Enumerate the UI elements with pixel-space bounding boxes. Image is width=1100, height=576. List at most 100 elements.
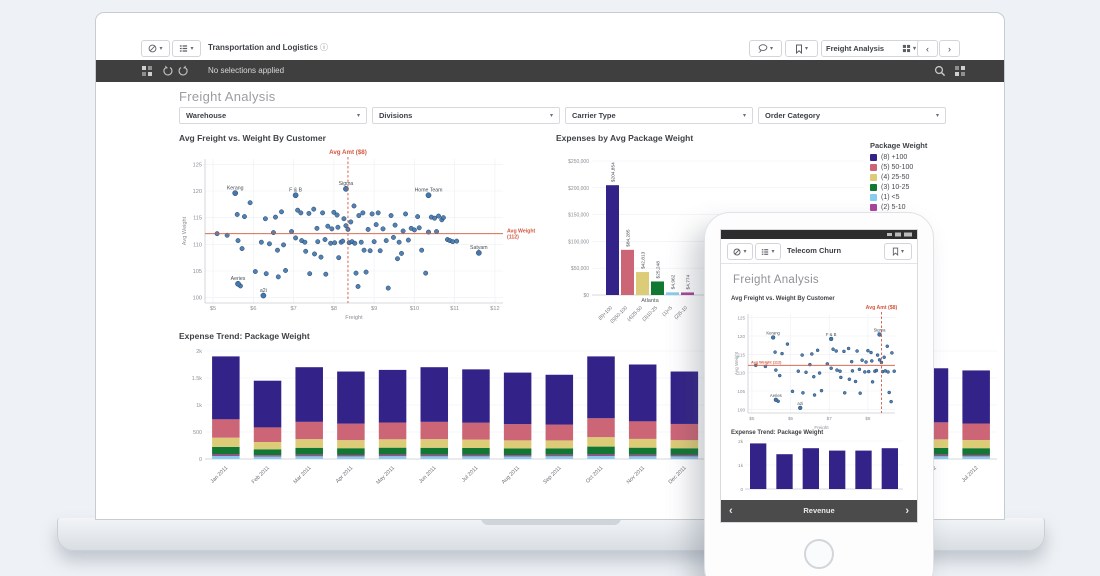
svg-text:125: 125 <box>193 162 202 168</box>
svg-text:$0: $0 <box>583 293 589 299</box>
legend-color-chip <box>870 194 877 201</box>
filter-warehouse[interactable]: Warehouse ▾ <box>179 107 367 124</box>
global-menu-button[interactable]: ▾ <box>141 40 170 57</box>
svg-text:100: 100 <box>737 407 745 412</box>
svg-text:$9: $9 <box>371 306 377 312</box>
legend-label: (8) +100 <box>881 154 908 161</box>
svg-text:(3)10-25: (3)10-25 <box>641 305 659 323</box>
svg-text:0: 0 <box>740 487 743 492</box>
app-title: Transportation and Logistics ⓘ <box>208 42 328 53</box>
svg-text:Aug 2011: Aug 2011 <box>501 465 521 485</box>
svg-text:0: 0 <box>199 457 202 463</box>
caret-icon: ▾ <box>935 112 939 119</box>
scatter-chart[interactable]: Avg Freight vs. Weight By Customer $5 $6 $… <box>179 133 541 334</box>
svg-text:1.5k: 1.5k <box>192 376 202 382</box>
svg-text:$10: $10 <box>410 306 419 312</box>
svg-text:Sigma: Sigma <box>874 328 887 333</box>
info-icon[interactable]: ⓘ <box>320 43 329 52</box>
circle-slash-icon <box>149 44 157 53</box>
legend-color-chip <box>870 164 877 171</box>
phone-screen: ▾ ▾ Telecom Churn ▾ Freight Analysis Avg… <box>720 229 918 523</box>
svg-text:105: 105 <box>193 269 202 275</box>
svg-text:Home Team: Home Team <box>415 188 443 194</box>
legend-color-chip <box>870 154 877 161</box>
thought-bubble-icon <box>758 44 768 53</box>
caret-icon: ▾ <box>742 112 746 119</box>
svg-text:Avg Weight (112): Avg Weight (112) <box>751 360 782 364</box>
phone-toolbar: ▾ ▾ Telecom Churn ▾ <box>721 239 917 264</box>
legend-item[interactable]: (4) 25-50 <box>870 174 956 181</box>
svg-text:125: 125 <box>737 316 745 321</box>
bookmark-icon <box>795 44 802 54</box>
scatter-plot[interactable]: $5 $6 $7 $8 $9 $10 $11 $12 100 105 110 115 120 125 Fre… <box>179 145 541 329</box>
previous-sheet-button[interactable]: ‹ <box>917 40 938 57</box>
scatter-plot[interactable]: $5 $6 $7 $8 100 105 110 115 120 125 Freight Avg Wei… <box>731 303 907 430</box>
caret-icon: ▾ <box>356 112 360 119</box>
stories-button[interactable]: ▾ <box>749 40 782 57</box>
phone-bookmarks-button[interactable]: ▾ <box>884 243 912 260</box>
svg-text:$25,248: $25,248 <box>656 261 662 279</box>
filter-divisions[interactable]: Divisions ▾ <box>372 107 560 124</box>
sheet-selector[interactable]: Freight Analysis ▾ <box>821 40 921 57</box>
svg-text:Nov 2011: Nov 2011 <box>626 465 646 485</box>
phone-expense-trend-chart[interactable]: Expense Trend: Package Weight 0 1k 2k <box>731 430 909 500</box>
svg-text:120: 120 <box>193 189 202 195</box>
next-sheet-button[interactable]: › <box>939 40 960 57</box>
svg-text:$84,285: $84,285 <box>626 229 632 247</box>
legend-item[interactable]: (8) +100 <box>870 154 956 161</box>
filter-carrier-type[interactable]: Carrier Type ▾ <box>565 107 753 124</box>
svg-text:Kerang: Kerang <box>227 185 244 191</box>
sheet-title: Freight Analysis <box>179 89 276 104</box>
phone-sheet-list-button[interactable]: ▾ <box>755 243 781 260</box>
filter-order-category[interactable]: Order Category ▾ <box>758 107 946 124</box>
svg-text:Sigma: Sigma <box>339 181 354 187</box>
svg-text:F & B: F & B <box>826 332 837 337</box>
bar-plot[interactable]: 0 1k 2k <box>731 437 907 495</box>
selections-tool-icon[interactable] <box>141 65 153 77</box>
phone-next-sheet-button[interactable]: › <box>905 505 909 517</box>
selections-bar: No selections applied <box>96 60 1004 82</box>
svg-text:120: 120 <box>737 334 745 339</box>
svg-text:Satyam: Satyam <box>470 245 488 251</box>
svg-text:F & B: F & B <box>289 188 303 194</box>
app-title-text: Transportation and Logistics <box>208 43 318 52</box>
phone-home-button[interactable] <box>804 539 834 569</box>
svg-text:$7: $7 <box>827 416 833 421</box>
svg-text:110: 110 <box>738 371 746 376</box>
svg-text:Atlanta: Atlanta <box>641 298 659 304</box>
svg-text:105: 105 <box>737 389 745 394</box>
legend-item[interactable]: (3) 10-25 <box>870 184 956 191</box>
bookmarks-button[interactable]: ▾ <box>785 40 818 57</box>
svg-text:Jun 2011: Jun 2011 <box>418 465 438 485</box>
legend-item[interactable]: (5) 50-100 <box>870 164 956 171</box>
phone-prev-sheet-button[interactable]: ‹ <box>729 505 733 517</box>
legend-item[interactable]: (1) <5 <box>870 194 956 201</box>
phone-sheet-nav: ‹ Revenue › <box>721 500 917 522</box>
current-selections-icon[interactable] <box>954 65 966 77</box>
svg-text:Aeries: Aeries <box>770 393 782 398</box>
sheet-list-button[interactable]: ▾ <box>172 40 201 57</box>
phone-global-menu-button[interactable]: ▾ <box>727 243 753 260</box>
bookmark-icon <box>892 247 899 256</box>
filter-label: Divisions <box>379 111 413 120</box>
phone-app-title: Telecom Churn <box>787 246 842 255</box>
svg-text:$42,813: $42,813 <box>641 251 647 269</box>
phone-scatter-chart[interactable]: Avg Freight vs. Weight By Customer $5 $6 $… <box>731 296 909 434</box>
svg-text:$11: $11 <box>450 306 459 312</box>
package-weight-legend[interactable]: Package Weight (8) +100 (5) 50-100 (4) 25-5… <box>870 141 956 214</box>
step-forward-icon[interactable] <box>178 65 189 77</box>
svg-text:$4,962: $4,962 <box>671 274 677 289</box>
svg-text:a2i: a2i <box>260 288 267 294</box>
svg-text:Feb 2011: Feb 2011 <box>251 465 271 485</box>
smart-search-icon[interactable] <box>934 65 946 77</box>
legend-item[interactable]: (2) 5-10 <box>870 204 956 211</box>
svg-text:a2i: a2i <box>797 401 803 406</box>
svg-text:$5: $5 <box>210 306 216 312</box>
phone-nav-sheet-label[interactable]: Revenue <box>803 506 835 515</box>
step-back-icon[interactable] <box>162 65 173 77</box>
svg-text:Oct 2011: Oct 2011 <box>585 465 604 484</box>
svg-text:Dec 2011: Dec 2011 <box>667 465 687 485</box>
svg-text:$8: $8 <box>331 306 337 312</box>
sheet-selector-value: Freight Analysis <box>826 44 885 53</box>
phone-sheet-title: Freight Analysis <box>733 274 819 286</box>
